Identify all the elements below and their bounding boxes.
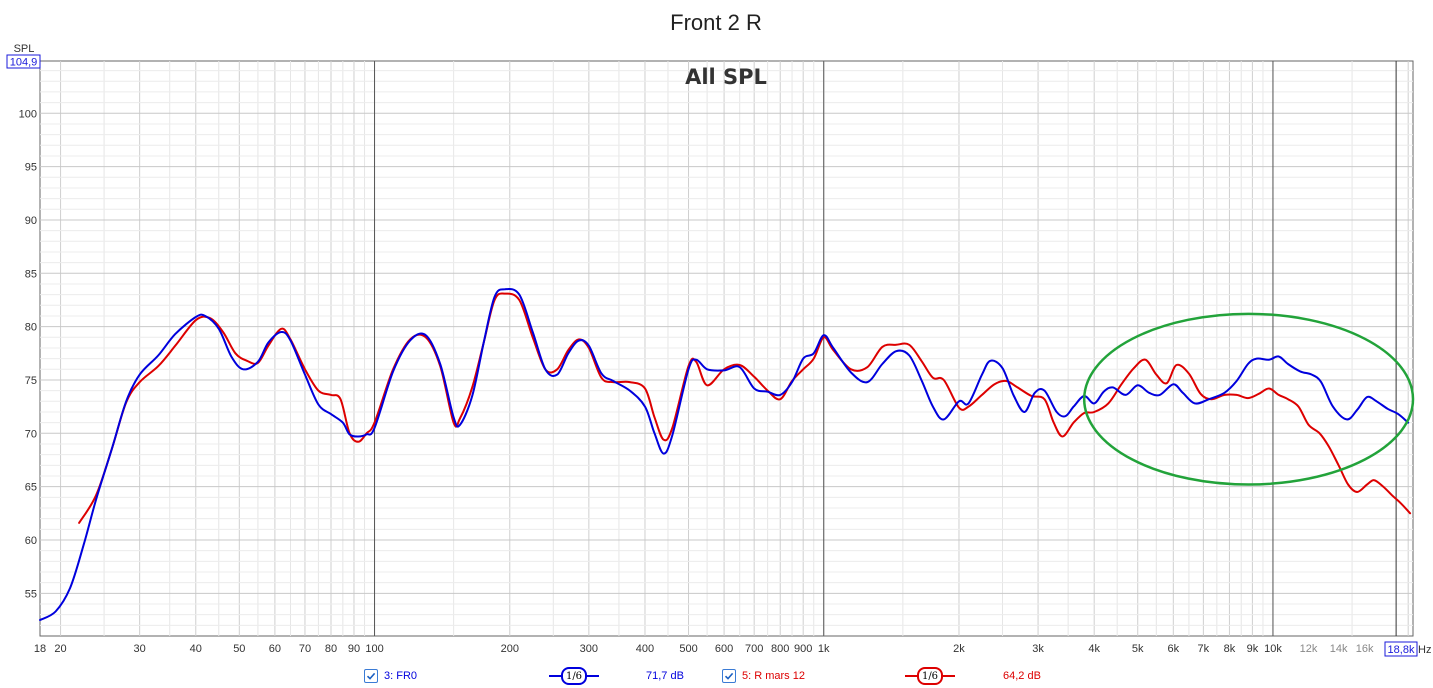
x-tick-label: 70 [299, 643, 311, 655]
series-line-5-r-mars-12 [78, 292, 1412, 524]
y-max-readout-box[interactable] [6, 54, 41, 69]
x-tick-label: 400 [636, 643, 654, 655]
x-tick-label: 800 [771, 643, 789, 655]
x-tick-label: 700 [745, 643, 763, 655]
x-tick-label: 500 [679, 643, 697, 655]
x-max-readout: 18,8k [1388, 644, 1415, 656]
x-tick-label: 600 [715, 643, 733, 655]
smoothing-fr0-label: 1/6 [561, 667, 587, 685]
x-tick-label: 300 [580, 643, 598, 655]
minor-grid [40, 61, 1413, 636]
x-max-readout-box[interactable] [1384, 641, 1418, 657]
x-axis-ticks: 18 20 30 40 50 60 70 80 90 100 200 300 400 500 600 700 8… [34, 643, 1374, 655]
x-tick-label: 60 [269, 643, 281, 655]
annotation-layer [1082, 312, 1415, 486]
series-line-swatch [587, 675, 599, 677]
y-axis-ticks: 55 60 65 70 75 80 85 90 95 100 [19, 108, 37, 600]
y-tick-label: 85 [25, 268, 37, 280]
y-tick-label: 100 [19, 108, 37, 120]
x-tick-label: 3k [1032, 643, 1044, 655]
smoothing-r-mars-12-label: 1/6 [917, 667, 943, 685]
x-tick-label: 80 [325, 643, 337, 655]
legend-label-fr0: 3: FR0 [384, 670, 418, 682]
y-tick-label: 95 [25, 162, 37, 174]
x-tick-label: 6k [1167, 643, 1179, 655]
y-tick-label: 90 [25, 215, 37, 227]
x-tick-label: 18 [34, 643, 46, 655]
x-tick-label: 20 [54, 643, 66, 655]
highlight-ellipse [1082, 312, 1415, 486]
x-axis-unit: Hz [1418, 644, 1431, 656]
chart-title: Front 2 R [670, 10, 762, 35]
x-tick-label: 4k [1088, 643, 1100, 655]
check-icon [724, 672, 734, 680]
y-axis-label: SPL [14, 43, 35, 55]
x-tick-label: 200 [501, 643, 519, 655]
x-tick-label: 90 [348, 643, 360, 655]
x-tick-label: 16k [1356, 643, 1374, 655]
x-tick-label: 100 [365, 643, 383, 655]
x-tick-label: 1k [818, 643, 830, 655]
major-grid [374, 61, 1397, 636]
legend-item-fr0[interactable]: 3: FR0 [364, 666, 417, 686]
x-tick-label: 5k [1132, 643, 1144, 655]
y-tick-label: 65 [25, 482, 37, 494]
x-tick-label: 50 [233, 643, 245, 655]
x-tick-label: 9k [1247, 643, 1259, 655]
y-tick-label: 75 [25, 375, 37, 387]
x-tick-label: 900 [794, 643, 812, 655]
checkbox-fr0[interactable] [364, 669, 378, 683]
level-fr0: 71,7 dB [646, 670, 684, 682]
legend-item-r-mars-12[interactable]: 5: R mars 12 [722, 666, 805, 686]
series-layer [39, 287, 1412, 621]
x-tick-label: 12k [1300, 643, 1318, 655]
check-icon [366, 672, 376, 680]
legend-label-r-mars-12: 5: R mars 12 [742, 670, 805, 682]
x-tick-label: 10k [1264, 643, 1282, 655]
series-line-3-fr0 [39, 287, 1410, 621]
chart-subtitle: All SPL [685, 65, 767, 89]
x-tick-label: 30 [134, 643, 146, 655]
level-r-mars-12: 64,2 dB [1003, 670, 1041, 682]
y-tick-label: 80 [25, 322, 37, 334]
y-max-readout: 104,9 [10, 57, 38, 69]
plot-area[interactable] [39, 60, 1414, 637]
x-tick-label: 40 [190, 643, 202, 655]
x-tick-label: 7k [1198, 643, 1210, 655]
x-tick-label: 14k [1330, 643, 1348, 655]
y-tick-label: 70 [25, 428, 37, 440]
series-line-swatch [943, 675, 955, 677]
y-tick-label: 55 [25, 588, 37, 600]
smoothing-fr0[interactable]: 1/6 [549, 666, 599, 686]
y-tick-label: 60 [25, 535, 37, 547]
series-line-swatch [549, 675, 561, 677]
checkbox-r-mars-12[interactable] [722, 669, 736, 683]
x-tick-label: 8k [1224, 643, 1236, 655]
x-tick-label: 2k [953, 643, 965, 655]
series-line-swatch [905, 675, 917, 677]
smoothing-r-mars-12[interactable]: 1/6 [905, 666, 955, 686]
